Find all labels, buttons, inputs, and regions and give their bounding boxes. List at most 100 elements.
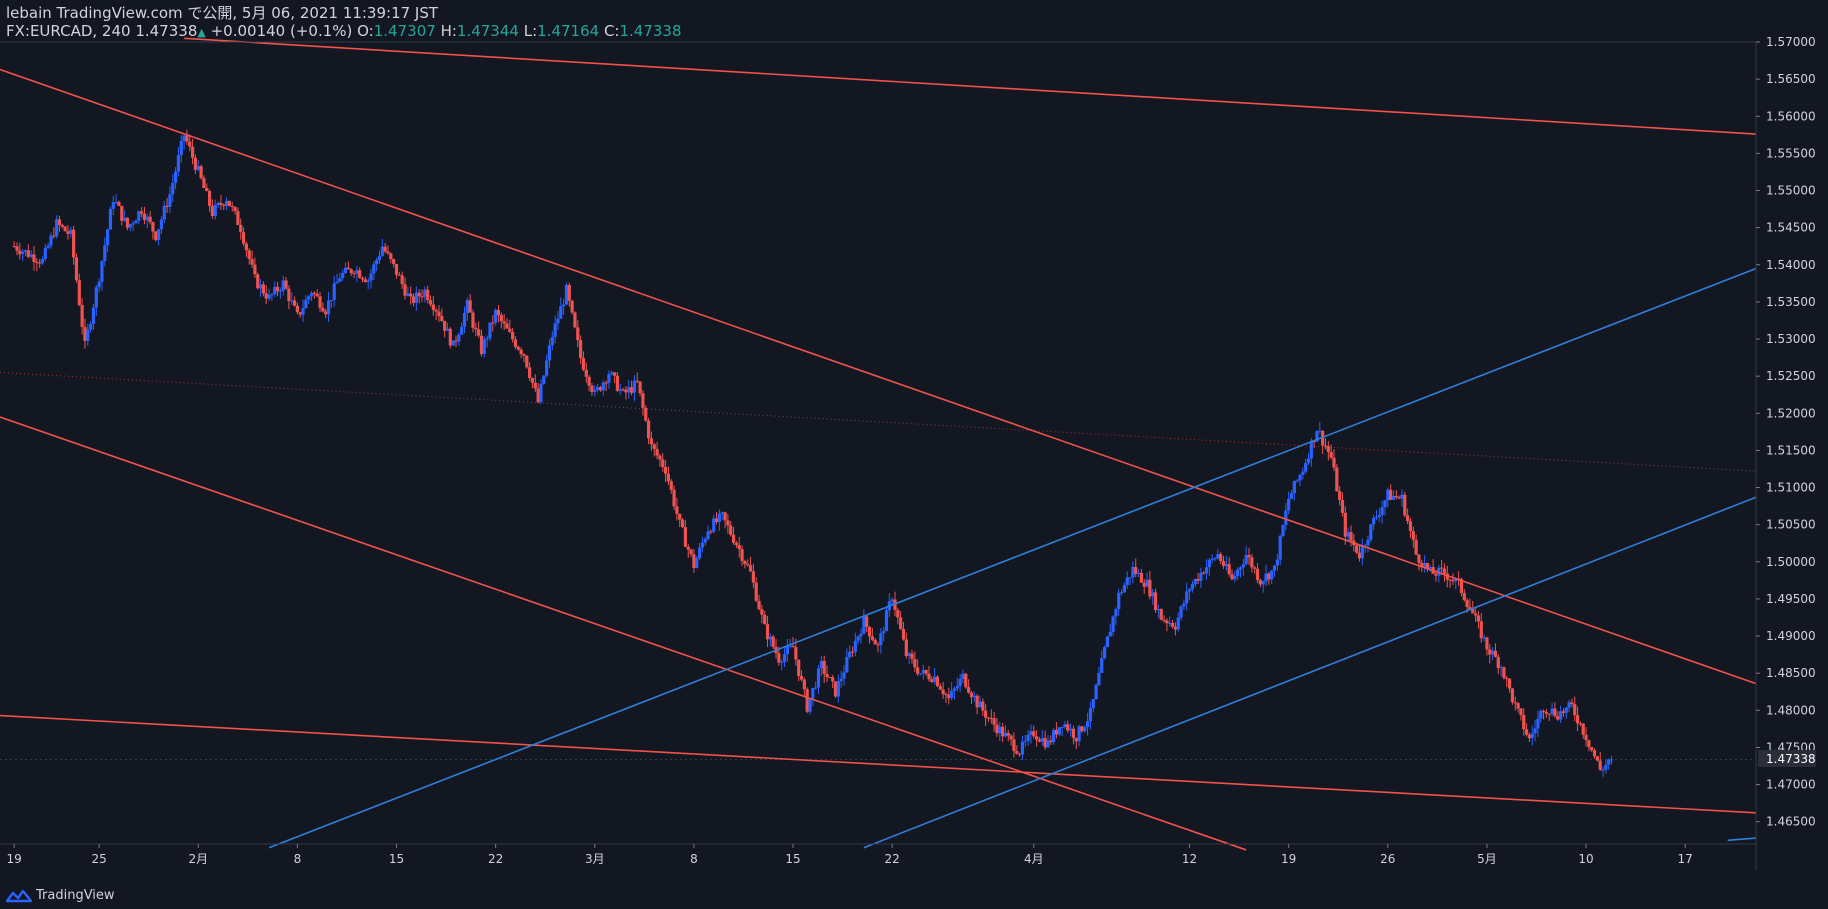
y-tick-label: 1.49000 [1766,629,1816,643]
candle-body-up [372,264,376,274]
candle-body-up [1292,480,1296,494]
candle-body-down [1519,708,1523,715]
candle-body-down [66,231,70,234]
ohlc-legend: FX:EURCAD, 240 1.47338▲ +0.00140 (+0.1%)… [6,22,682,42]
candle-body-down [12,246,16,248]
candle-body-down [1581,723,1585,735]
candle-body-up [1241,564,1245,568]
candle-body-down [740,549,744,561]
candle-body-down [573,312,577,328]
candle-body-up [1063,724,1067,727]
candle-body-down [1440,567,1444,569]
candle-body-up [100,261,104,282]
candle-body-up [326,300,331,315]
candle-body-up [845,657,849,673]
high-value: 1.47344 [456,22,519,40]
candle-body-down [261,284,265,294]
candle-body-down [117,201,121,206]
candle-body-down [1253,567,1257,569]
candle-body-up [406,293,410,296]
candle-body-down [1522,714,1526,730]
candle-body-down [1488,649,1492,655]
candle-body-down [386,251,390,254]
candle-body-up [564,285,569,305]
candle-body-down [916,667,920,674]
candle-body-up [632,380,637,393]
candle-body-down [468,300,472,313]
candle-body-up [1193,579,1197,585]
candle-body-down [236,211,240,225]
candle-body-up [123,217,127,221]
candle-body-up [290,300,294,302]
candle-body-down [409,293,413,297]
y-tick-label: 1.51500 [1766,443,1816,457]
candle-body-up [377,255,382,260]
candle-body-down [1071,728,1076,738]
candle-body-down [913,658,917,668]
candle-body-up [1301,471,1305,476]
candle-body-down [1507,678,1512,689]
candle-body-up [998,726,1002,734]
candle-body-up [1026,734,1030,741]
candle-body-down [1230,574,1234,580]
candle-body-down [1049,740,1053,743]
candle-body-down [256,274,260,289]
candle-body-down [244,243,249,251]
candle-body-up [1423,562,1427,568]
plot-area[interactable] [0,37,1757,851]
candle-body-down [479,335,484,355]
candle-body-up [848,651,852,658]
candle-body-up [414,292,418,303]
candle-body-up [811,687,815,699]
candle-body-down [1547,713,1551,715]
candle-body-up [703,538,707,543]
time-axis[interactable]: 19 25 2月 8 15 22 3月 8 15 22 4月 12 19 26 5月 10 17 [7,844,1693,866]
y-tick-label: 1.54000 [1766,258,1816,272]
candle-body-up [539,383,543,403]
blue-trendline [1727,837,1757,842]
candle-body-down [621,389,625,391]
y-tick-label: 1.51000 [1766,481,1816,495]
candle-body-down [771,636,775,647]
candle-body-up [1363,545,1367,547]
candle-body-down [496,309,501,316]
brand-footer[interactable]: TradingView [6,888,115,903]
candle-body-down [757,600,761,610]
candle-body-down [1513,702,1517,704]
candle-body-up [1287,498,1291,511]
candle-body-up [1168,622,1172,624]
x-tick-label: 19 [7,852,22,866]
candle-body-down [227,200,232,206]
candle-body-up [1309,441,1313,459]
candle-body-up [40,259,45,264]
candle-body-up [106,229,110,246]
x-tick-label: 22 [488,852,503,866]
candle-body-down [646,420,651,439]
candle-body-down [530,378,535,383]
candle-body-down [666,473,671,482]
author-line: lebain TradingView.com で公開, 5月 06, 2021 … [6,4,439,22]
candle-body-up [1068,728,1073,731]
candle-body-down [1219,554,1223,562]
candle-body-down [513,339,518,347]
candle-body-down [683,527,688,547]
candle-body-up [816,668,821,688]
candle-body-down [655,448,659,456]
candle-body-down [1496,656,1500,668]
candle-body-down [1397,497,1401,499]
candle-body-down [1001,726,1005,737]
candle-body-down [428,300,433,305]
candle-body-up [1179,606,1183,618]
candle-body-up [1052,729,1056,743]
y-tick-label: 1.54500 [1766,221,1816,235]
candle-body-down [799,676,804,680]
candle-body-down [426,289,430,301]
candle-body-up [1136,572,1141,574]
price-axis[interactable]: 1.57000 1.56500 1.56000 1.55500 1.55000 1.545… [1756,35,1816,829]
candle-body-down [831,677,835,682]
candle-body-down [896,609,900,618]
candle-body-down [394,263,399,275]
candle-body-up [814,687,818,689]
candle-body-down [825,673,829,678]
